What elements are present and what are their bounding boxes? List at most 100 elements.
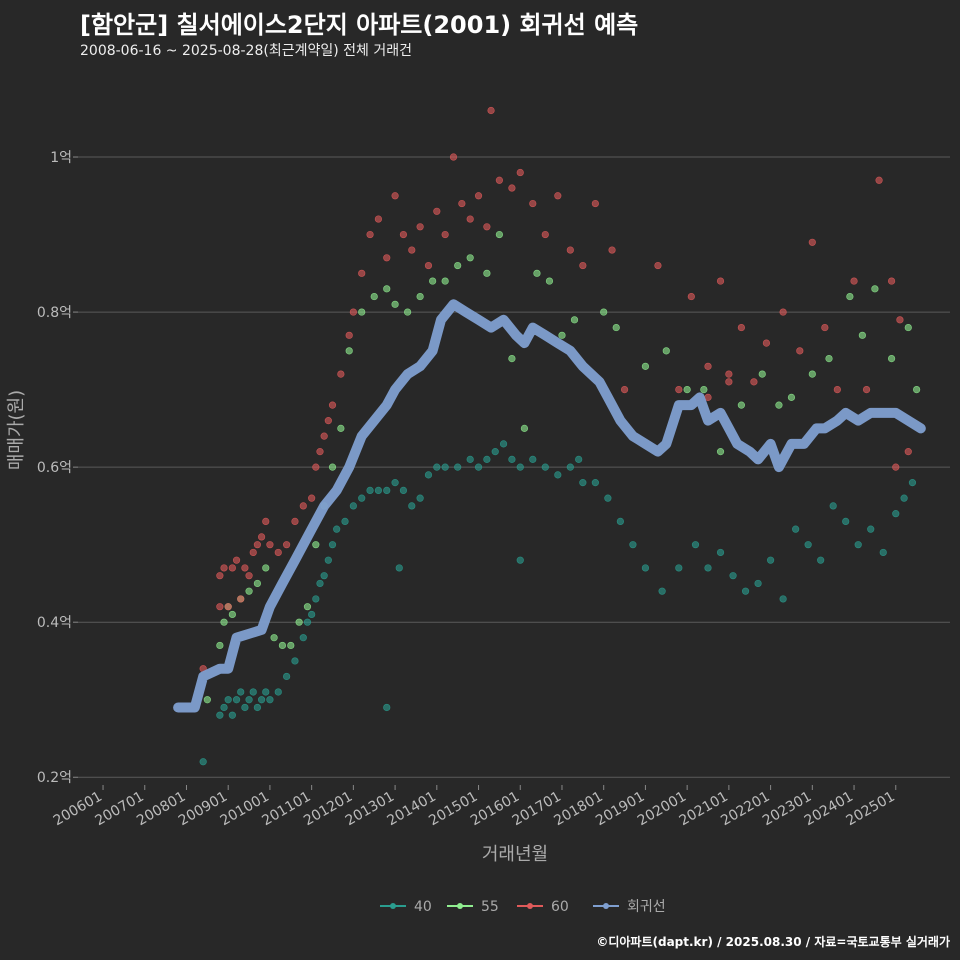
data-point-60	[312, 463, 320, 471]
data-point-40	[491, 448, 499, 456]
data-point-40	[253, 703, 262, 712]
data-point-55	[383, 285, 391, 293]
data-point-40	[675, 564, 683, 572]
data-point-60	[725, 370, 733, 378]
legend-marker-40	[390, 903, 396, 909]
data-point-55	[858, 331, 866, 339]
data-point-60	[424, 261, 433, 270]
data-point-60	[291, 517, 299, 526]
data-point-55	[825, 354, 833, 363]
data-point-60	[508, 184, 516, 192]
data-point-40	[283, 672, 291, 681]
data-point-40	[829, 502, 837, 510]
data-point-40	[303, 618, 312, 626]
data-point-60	[896, 316, 904, 324]
data-point-60	[796, 347, 804, 355]
data-point-40	[408, 502, 416, 510]
regression-line	[173, 299, 926, 713]
data-point-40	[228, 711, 236, 719]
data-point-40	[900, 494, 908, 502]
data-point-60	[541, 230, 549, 239]
data-point-40	[616, 517, 624, 526]
data-point-60	[762, 339, 771, 347]
y-tick-label: 1억	[50, 150, 72, 166]
data-point-55	[545, 277, 554, 285]
data-point-60	[887, 277, 896, 285]
data-point-60	[892, 463, 900, 471]
data-point-55	[391, 300, 399, 308]
data-point-40	[716, 548, 725, 557]
data-point-55	[466, 254, 474, 262]
data-point-60	[487, 106, 495, 115]
data-point-55	[262, 564, 270, 572]
data-point-60	[529, 199, 537, 208]
data-point-60	[750, 378, 758, 386]
data-point-55	[429, 277, 437, 285]
data-point-60	[316, 448, 324, 456]
data-point-40	[704, 564, 712, 572]
data-point-60	[262, 517, 270, 526]
data-point-55	[700, 386, 708, 394]
data-point-40	[658, 587, 666, 595]
data-point-40	[529, 455, 537, 463]
data-point-55	[441, 277, 449, 285]
data-point-40	[237, 688, 245, 696]
data-point-55	[312, 541, 320, 549]
data-point-60	[862, 386, 871, 394]
data-point-40	[312, 595, 320, 603]
data-point-40	[579, 479, 587, 487]
data-point-40	[466, 455, 474, 463]
y-tick-label: 0.4억	[37, 615, 72, 631]
legend-label-40: 40	[414, 899, 432, 915]
x-axis-title: 거래년월	[482, 844, 548, 865]
data-point-55	[358, 308, 366, 316]
data-point-60	[675, 386, 683, 394]
legend-label-55: 55	[481, 899, 499, 915]
y-tick-label: 0.8억	[37, 305, 72, 321]
data-point-55	[520, 424, 529, 432]
data-point-55	[295, 618, 303, 626]
data-point-40	[366, 486, 374, 494]
data-point-40	[416, 494, 424, 502]
data-point-40	[299, 634, 307, 642]
data-point-40	[245, 696, 253, 704]
data-point-40	[383, 486, 391, 494]
data-point-60	[821, 323, 829, 332]
data-point-40	[274, 688, 282, 696]
data-point-60	[566, 246, 574, 254]
data-point-60	[716, 277, 725, 285]
data-point-60	[308, 494, 316, 502]
data-point-60	[220, 564, 228, 572]
footer-credit: ©디아파트(dapt.kr) / 2025.08.30 / 자료=국토교통부 실…	[596, 935, 950, 949]
data-point-60	[608, 246, 616, 254]
data-point-40	[199, 758, 207, 766]
data-point-60	[237, 595, 245, 603]
data-point-55	[345, 347, 353, 355]
data-point-60	[337, 370, 345, 378]
data-point-40	[454, 463, 462, 471]
chart-title: [함안군] 칠서에이스2단지 아파트(2001) 회귀선 예측	[80, 11, 639, 39]
data-point-60	[349, 308, 357, 316]
data-point-40	[879, 548, 887, 557]
data-point-40	[591, 479, 599, 487]
data-point-60	[245, 572, 253, 580]
data-point-40	[516, 556, 524, 564]
data-point-40	[854, 541, 862, 549]
y-tick-label: 0.6억	[37, 460, 72, 476]
data-point-40	[257, 696, 266, 704]
data-point-60	[591, 199, 599, 208]
data-point-40	[741, 587, 750, 595]
data-point-40	[474, 463, 483, 471]
data-point-40	[604, 494, 612, 502]
data-point-60	[495, 176, 503, 184]
data-point-55	[662, 347, 670, 355]
data-point-60	[687, 292, 695, 301]
data-point-60	[399, 230, 408, 239]
data-point-60	[416, 223, 424, 231]
data-point-60	[875, 176, 883, 184]
data-point-55	[203, 696, 211, 704]
data-point-40	[842, 517, 850, 526]
data-point-60	[449, 153, 458, 161]
data-point-40	[691, 541, 700, 549]
data-point-60	[383, 254, 391, 262]
